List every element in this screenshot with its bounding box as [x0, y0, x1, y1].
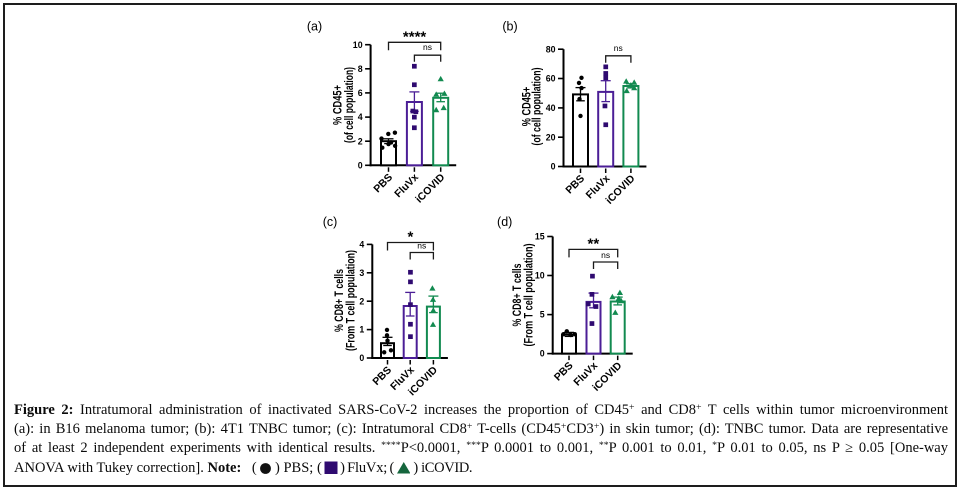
svg-text:1: 1 — [359, 325, 364, 335]
svg-text:6: 6 — [358, 88, 363, 98]
svg-text:% CD8+ T cells: % CD8+ T cells — [334, 269, 346, 332]
svg-text:3: 3 — [359, 268, 364, 278]
svg-text:10: 10 — [535, 271, 545, 281]
svg-text:**: ** — [588, 235, 600, 252]
svg-text:(d): (d) — [497, 215, 512, 229]
svg-text:*: * — [407, 229, 413, 246]
svg-text:10: 10 — [353, 40, 363, 50]
svg-text:(c): (c) — [323, 215, 338, 229]
svg-text:15: 15 — [535, 232, 545, 242]
svg-text:2: 2 — [359, 296, 364, 306]
svg-text:(From T cell population): (From T cell population) — [523, 243, 535, 346]
svg-text:5: 5 — [540, 310, 545, 320]
svg-text:4: 4 — [358, 112, 363, 122]
svg-text:20: 20 — [546, 132, 556, 142]
svg-text:% CD45+: % CD45+ — [332, 85, 344, 125]
svg-text:0: 0 — [540, 349, 545, 359]
svg-text:iCOVID: iCOVID — [413, 171, 447, 205]
svg-text:(of cell population): (of cell population) — [344, 67, 356, 143]
svg-text:2: 2 — [358, 136, 363, 146]
svg-text:8: 8 — [358, 64, 363, 74]
svg-text:40: 40 — [546, 103, 556, 113]
svg-text:ns: ns — [417, 241, 426, 251]
svg-text:(a): (a) — [307, 20, 322, 34]
svg-text:ns: ns — [423, 42, 432, 52]
svg-text:60: 60 — [546, 74, 556, 84]
svg-text:(of cell population): (of cell population) — [532, 67, 544, 145]
svg-text:% CD45+: % CD45+ — [522, 87, 534, 127]
svg-text:0: 0 — [551, 162, 556, 172]
svg-text:0: 0 — [359, 353, 364, 363]
svg-text:****: **** — [403, 28, 427, 45]
svg-text:0: 0 — [358, 160, 363, 170]
svg-text:4: 4 — [359, 240, 364, 250]
svg-text:% CD8+ T cells: % CD8+ T cells — [512, 264, 524, 327]
svg-text:(From T cell population): (From T cell population) — [346, 250, 358, 351]
svg-text:(b): (b) — [502, 20, 517, 34]
svg-text:ns: ns — [601, 250, 610, 260]
svg-text:80: 80 — [546, 44, 556, 54]
svg-text:ns: ns — [614, 43, 623, 53]
